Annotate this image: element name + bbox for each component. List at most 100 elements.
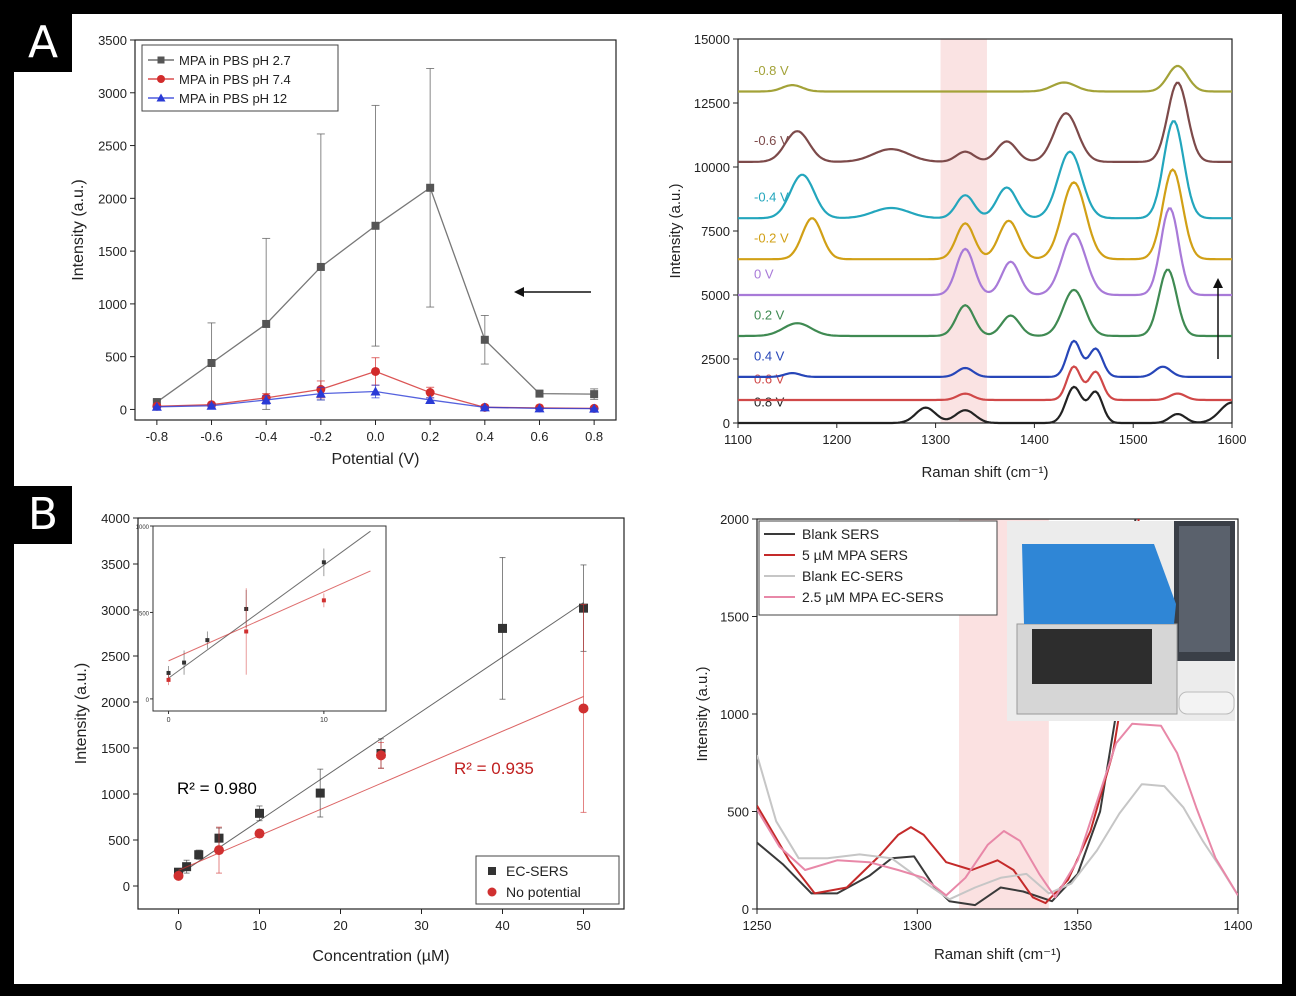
spectrum-3 bbox=[757, 722, 1238, 899]
x-tick-label: 30 bbox=[414, 918, 428, 933]
data-point bbox=[370, 386, 381, 396]
x-axis-label: Raman shift (cm⁻¹) bbox=[921, 464, 1048, 481]
axes: -0.8 -0.6 -0.4 -0.2 0.0 0.2 0.4 0.6 0.8 0 500 1000 1… bbox=[70, 33, 617, 468]
y-tick-label: 3500 bbox=[101, 557, 130, 572]
y-tick-label: 10000 bbox=[694, 160, 730, 175]
x-tick-label: 50 bbox=[576, 918, 590, 933]
inset-data-point bbox=[182, 660, 187, 665]
x-tick-label: 1300 bbox=[921, 432, 950, 447]
y-tick-label: 0 bbox=[723, 416, 730, 431]
y-tick-label: 2000 bbox=[98, 191, 127, 206]
controller bbox=[1178, 691, 1235, 715]
y-tick-label: 1500 bbox=[720, 610, 749, 625]
x-tick-label: 1600 bbox=[1218, 432, 1247, 447]
spectrum-7 bbox=[738, 81, 1232, 163]
x-tick-label: 1350 bbox=[1063, 918, 1092, 933]
data-point bbox=[261, 394, 272, 404]
inset-chart: 0 10 0 500 1000 bbox=[136, 525, 387, 724]
x-axis-label: Potential (V) bbox=[331, 451, 419, 468]
inset-x-tick-label: 10 bbox=[320, 717, 328, 724]
highlight-band bbox=[940, 39, 987, 423]
panel-label-b: B bbox=[14, 486, 72, 544]
inset-data-point bbox=[205, 638, 210, 643]
data-point bbox=[207, 359, 216, 367]
y-tick-label: 0 bbox=[120, 402, 127, 417]
y-axis-label: Intensity (a.u.) bbox=[694, 666, 711, 761]
x-tick-label: 1400 bbox=[1020, 432, 1049, 447]
instrument-lid bbox=[1022, 544, 1176, 624]
y-tick-label: 2500 bbox=[98, 139, 127, 154]
inset-fit-line bbox=[168, 570, 371, 662]
y-tick-label: 3000 bbox=[101, 603, 130, 618]
data-point bbox=[316, 262, 325, 271]
y-tick-label: 5000 bbox=[701, 288, 730, 303]
data-point bbox=[590, 390, 599, 399]
spectrum-0 bbox=[757, 519, 1137, 907]
spectrum-label: 0.8 V bbox=[754, 394, 785, 409]
inset-y-tick-label: 1000 bbox=[136, 525, 150, 531]
spectrum-label: 0.6 V bbox=[754, 371, 785, 386]
inset-data-point bbox=[321, 598, 326, 603]
legend-box bbox=[475, 855, 620, 905]
spectrum-label: 0.2 V bbox=[754, 307, 785, 322]
y-tick-label: 1000 bbox=[98, 297, 127, 312]
y-axis-label: Intensity (a.u.) bbox=[70, 179, 87, 280]
spectrum-8 bbox=[738, 64, 1232, 93]
y-tick-label: 1000 bbox=[101, 787, 130, 802]
y-tick-label: 500 bbox=[108, 833, 130, 848]
chart-calibration-concentration: 0 10 20 30 40 5005001000150020002500300035004… bbox=[73, 511, 625, 965]
y-tick-label: 500 bbox=[105, 350, 127, 365]
data-point bbox=[498, 623, 507, 633]
r-squared-no-potential: R² = 0.935 bbox=[454, 759, 534, 778]
spectrum-3 bbox=[738, 268, 1232, 338]
data-point bbox=[315, 788, 325, 798]
y-axis-label: Intensity (a.u.) bbox=[667, 183, 684, 278]
legend-label: MPA in PBS pH 7.4 bbox=[179, 72, 291, 87]
x-tick-label: 1300 bbox=[903, 918, 932, 933]
x-tick-label: -0.2 bbox=[310, 429, 332, 444]
spectrum-label: -0.4 V bbox=[754, 190, 789, 205]
data-point bbox=[376, 750, 386, 761]
x-axis-label: Concentration (µM) bbox=[312, 948, 449, 965]
spectrum-6 bbox=[738, 120, 1232, 220]
y-tick-label: 12500 bbox=[694, 96, 730, 111]
x-tick-label: 0.6 bbox=[530, 429, 548, 444]
inset-data-point bbox=[166, 677, 171, 682]
x-tick-label: -0.4 bbox=[255, 429, 277, 444]
data-point bbox=[206, 400, 217, 410]
y-tick-label: 500 bbox=[727, 805, 749, 820]
x-tick-label: 1100 bbox=[724, 432, 752, 447]
inset-y-tick-label: 500 bbox=[139, 611, 150, 617]
x-tick-label: 0.8 bbox=[585, 429, 603, 444]
data-point bbox=[315, 388, 326, 398]
spectrum-4 bbox=[738, 207, 1232, 297]
data-point bbox=[371, 366, 380, 376]
x-tick-label: 10 bbox=[252, 918, 266, 933]
y-tick-label: 2500 bbox=[101, 649, 130, 664]
legend-label: Blank EC-SERS bbox=[802, 568, 903, 584]
legend-box bbox=[758, 520, 998, 616]
inset-data-point bbox=[321, 560, 326, 565]
y-tick-label: 4000 bbox=[101, 511, 130, 526]
y-tick-label: 3500 bbox=[98, 33, 127, 48]
data-point bbox=[173, 870, 184, 881]
data-point bbox=[255, 808, 264, 818]
data-point bbox=[534, 403, 545, 413]
y-tick-label: 0 bbox=[742, 902, 749, 917]
spectrum-2 bbox=[757, 754, 1238, 901]
legend: Blank SERS 5 µM MPA SERS Blank EC-SERS 2.5 … bbox=[758, 520, 998, 616]
inset-fit-line bbox=[168, 530, 371, 679]
legend-label: MPA in PBS pH 2.7 bbox=[179, 53, 291, 68]
data-point bbox=[479, 402, 490, 412]
axes: 1100 1200 1300 1400 1500 1600 0 2500 5000 7500 100… bbox=[667, 32, 1246, 481]
legend-label: EC-SERS bbox=[506, 863, 568, 879]
legend-marker bbox=[488, 867, 496, 875]
spectrum-5 bbox=[738, 168, 1232, 261]
legend-label: MPA in PBS pH 12 bbox=[179, 91, 287, 106]
laptop-display bbox=[1179, 526, 1230, 652]
spectrum-label: 0.4 V bbox=[754, 348, 785, 363]
data-point bbox=[480, 335, 489, 344]
legend: MPA in PBS pH 2.7 MPA in PBS pH 7.4 MPA in… bbox=[141, 44, 339, 112]
data-point bbox=[425, 388, 435, 398]
x-tick-label: -0.8 bbox=[146, 429, 168, 444]
